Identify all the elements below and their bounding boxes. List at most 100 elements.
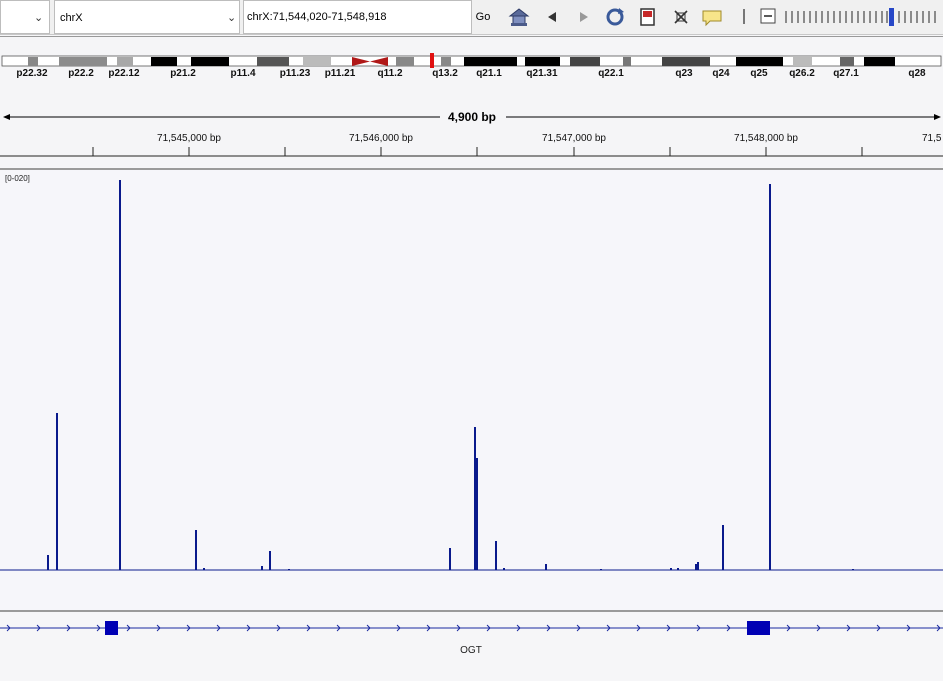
coverage-bar	[203, 568, 205, 570]
zoom-slider[interactable]	[785, 11, 936, 23]
band-label: q21.1	[476, 68, 502, 79]
refresh-icon[interactable]	[604, 6, 626, 28]
band-label: q22.1	[598, 68, 624, 79]
band-label: p11.23	[280, 68, 311, 79]
strand-arrow-icon	[936, 624, 941, 632]
strand-arrow-icon	[396, 624, 401, 632]
zoom-control[interactable]	[760, 7, 940, 27]
zoom-out-icon[interactable]	[760, 8, 776, 24]
band-label: q21.31	[526, 68, 558, 79]
back-icon[interactable]	[542, 6, 564, 28]
ideogram-bands	[1, 53, 942, 68]
band-label: p11.4	[230, 68, 255, 79]
strand-arrow-icon	[66, 624, 71, 632]
coverage-bar	[269, 551, 271, 570]
strand-arrow-icon	[786, 624, 791, 632]
locus-value: chrX:71,544,020-71,548,918	[247, 11, 387, 23]
coverage-bar	[697, 562, 699, 570]
chromosome-value: chrX	[60, 12, 83, 24]
resize-icon[interactable]	[637, 6, 659, 28]
band-label: q25	[750, 68, 768, 79]
coverage-bar	[449, 548, 451, 570]
strand-arrow-icon	[546, 624, 551, 632]
strand-arrow-icon	[126, 624, 131, 632]
band-label: p22.2	[68, 68, 94, 79]
ruler-span-label: 4,900 bp	[448, 110, 496, 124]
band-label: p22.32	[16, 68, 48, 79]
strand-arrow-icon	[426, 624, 431, 632]
chevron-down-icon: ⌄	[227, 12, 237, 24]
coverage-track: [0-020]	[0, 174, 943, 571]
strand-arrow-icon	[96, 624, 101, 632]
strand-arrow-icon	[606, 624, 611, 632]
coverage-bar	[195, 530, 197, 570]
strand-arrow-icon	[6, 624, 11, 632]
band-label: q26.2	[789, 68, 815, 79]
strand-arrow-icon	[456, 624, 461, 632]
chromosome-dropdown[interactable]: chrX ⌄	[54, 0, 240, 34]
coverage-bars	[47, 180, 854, 570]
coverage-bar	[695, 564, 697, 570]
chevron-down-icon: ⌄	[34, 12, 44, 24]
coverage-bar	[503, 568, 505, 570]
strand-arrow-icon	[306, 624, 311, 632]
genome-dropdown[interactable]: ⌄	[0, 0, 50, 34]
zoom-level-indicator[interactable]	[889, 8, 894, 26]
strand-arrow-icon	[876, 624, 881, 632]
band-label: q24	[712, 68, 730, 79]
coverage-bar	[545, 564, 547, 570]
strand-arrows	[6, 624, 941, 632]
strand-arrow-icon	[666, 624, 671, 632]
coverage-bar	[722, 525, 724, 570]
band-label: p21.2	[170, 68, 196, 79]
go-button[interactable]: Go	[475, 11, 491, 23]
ideogram-band-labels: p22.32 p22.2 p22.12 p21.2 p11.4 p11.23 p…	[16, 68, 926, 79]
band-label: q28	[908, 68, 926, 79]
strand-arrow-icon	[186, 624, 191, 632]
ruler-tick-label: 71,546,000 bp	[349, 133, 413, 144]
gene-track-panel[interactable]: OGT	[0, 610, 943, 678]
coverage-bar	[56, 413, 58, 570]
arrow-right-icon	[934, 114, 941, 120]
gene-exon[interactable]	[105, 621, 118, 635]
data-range-label: [0-020]	[5, 174, 30, 183]
toolbar-divider	[743, 9, 745, 24]
coverage-bar	[670, 568, 672, 570]
coverage-bar	[495, 541, 497, 570]
home-icon[interactable]	[508, 6, 530, 28]
strand-arrow-icon	[336, 624, 341, 632]
gene-track: OGT	[0, 621, 943, 656]
toolbar: ⌄ chrX ⌄ chrX:71,544,020-71,548,918 Go	[0, 0, 943, 35]
locus-input[interactable]: chrX:71,544,020-71,548,918	[243, 0, 472, 34]
strand-arrow-icon	[576, 624, 581, 632]
strand-arrow-icon	[696, 624, 701, 632]
band-label: q23	[675, 68, 693, 79]
select-region-icon[interactable]	[670, 6, 692, 28]
gene-exon[interactable]	[747, 621, 770, 635]
strand-arrow-icon	[516, 624, 521, 632]
coverage-track-panel[interactable]: [0-020]	[0, 168, 943, 612]
strand-arrow-icon	[636, 624, 641, 632]
forward-icon[interactable]	[573, 6, 595, 28]
current-locus-marker	[430, 53, 434, 68]
coverage-bar	[769, 184, 771, 570]
coverage-bar	[474, 427, 476, 570]
band-label: q27.1	[833, 68, 859, 79]
strand-arrow-icon	[486, 624, 491, 632]
strand-arrow-icon	[366, 624, 371, 632]
strand-arrow-icon	[156, 624, 161, 632]
arrow-left-icon	[3, 114, 10, 120]
coverage-bar	[47, 555, 49, 570]
ruler-ticks: 71,545,000 bp 71,546,000 bp 71,547,000 b…	[0, 133, 943, 157]
popup-text-icon[interactable]	[701, 6, 723, 28]
coverage-bar	[476, 458, 478, 570]
strand-arrow-icon	[906, 624, 911, 632]
coverage-bar	[677, 568, 679, 570]
coverage-bar	[261, 566, 263, 570]
ruler-span: 4,900 bp	[3, 110, 941, 124]
band-label: q13.2	[432, 68, 458, 79]
ideogram-ruler-panel: p22.32 p22.2 p22.12 p21.2 p11.4 p11.23 p…	[0, 36, 943, 167]
gene-name-label[interactable]: OGT	[460, 645, 482, 656]
chromosome-ideogram[interactable]: p22.32 p22.2 p22.12 p21.2 p11.4 p11.23 p…	[0, 37, 943, 167]
ruler-tick-label: 71,5	[922, 133, 942, 144]
